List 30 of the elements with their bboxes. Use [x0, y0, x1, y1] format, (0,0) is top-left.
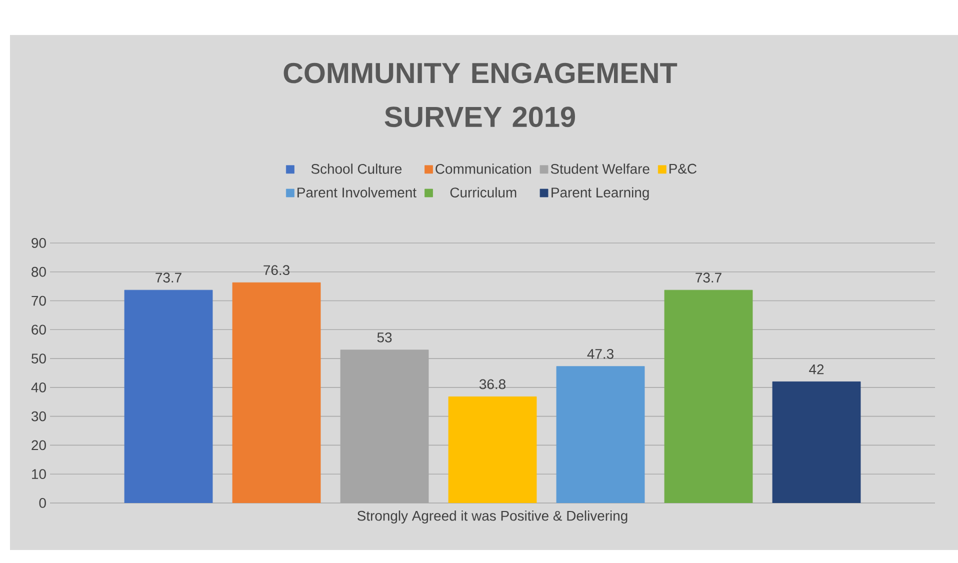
data-label: 76.3 [264, 265, 290, 276]
y-tick-label: 0 [39, 498, 46, 508]
data-label: 73.7 [156, 272, 182, 283]
data-label: 36.8 [479, 379, 506, 390]
legend-label: P&C [669, 164, 697, 174]
y-tick-label: 30 [32, 411, 46, 422]
legend-label: Parent Involvement [298, 187, 416, 198]
bar [232, 282, 321, 503]
legend-label: Curriculum [450, 187, 516, 198]
data-label: 47.3 [587, 348, 614, 359]
y-tick-label: 70 [32, 296, 46, 306]
y-tick-label: 60 [32, 324, 46, 335]
bar [448, 396, 537, 503]
data-label: 73.7 [696, 272, 722, 283]
legend-label: School Culture [311, 164, 402, 174]
y-tick-label: 80 [32, 266, 46, 277]
legend-label: Student Welfare [550, 164, 650, 174]
legend-label: Communication [436, 164, 531, 174]
y-tick-label: 10 [32, 469, 46, 480]
chart-title: COMMUNITY ENGAGEMENT SURVEY 2019 [284, 62, 678, 128]
bar [556, 366, 645, 503]
data-label: 42 [809, 364, 824, 374]
x-tick-label: Strongly Agreed it was Positive & Delivering [357, 510, 628, 524]
y-tick-label: 50 [32, 354, 46, 364]
y-tick-label: 20 [32, 440, 46, 450]
y-tick-label: 90 [32, 238, 46, 248]
y-tick-label: 40 [31, 382, 46, 392]
legend-label: Parent Learning [552, 187, 649, 200]
data-label: 53 [377, 332, 392, 342]
bar [772, 381, 861, 503]
